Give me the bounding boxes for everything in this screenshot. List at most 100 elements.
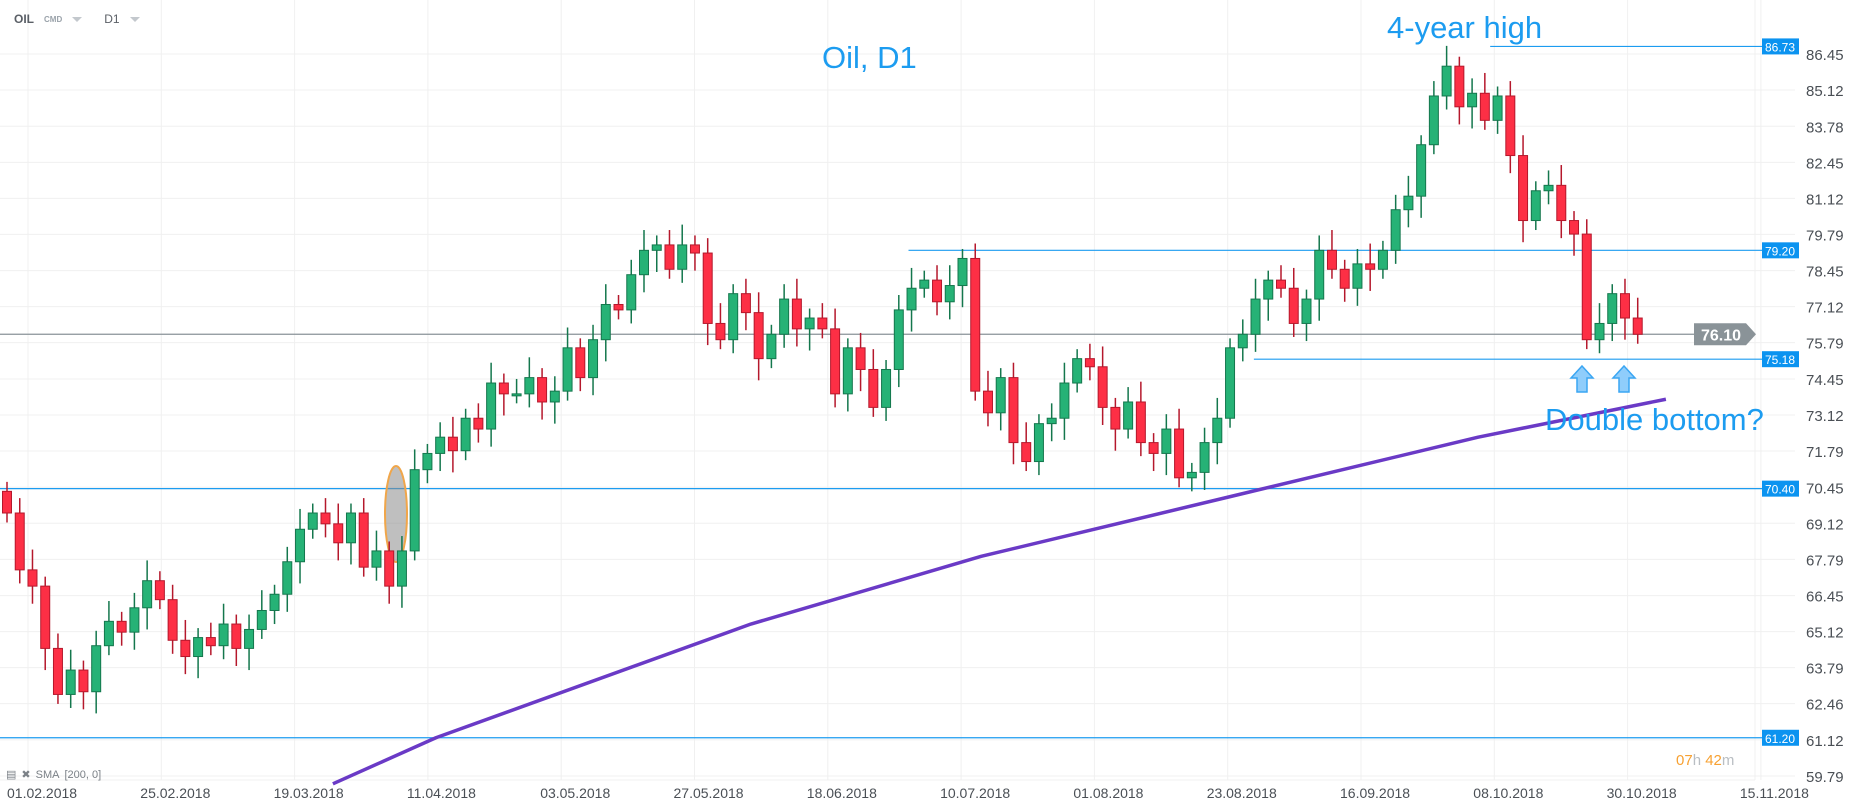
candle-bullish [524,377,535,395]
level-price-tag [1762,729,1799,746]
candle-bullish [626,274,637,311]
candle-bearish [1326,249,1337,270]
candle-bearish [575,347,586,379]
candle-bearish [1569,220,1580,235]
candle-bullish [1186,471,1197,479]
candle-bullish [957,257,968,287]
arrow-up-icon [1611,364,1637,393]
candle-bearish [167,599,178,641]
candle-bearish [1365,263,1376,270]
candle-bullish [1123,401,1134,430]
candle-bullish [906,287,917,311]
candle-timer: 07h 42m [1676,752,1734,769]
x-tick-label: 16.09.2018 [1340,785,1410,801]
candle-bearish [2,490,12,514]
y-tick-label: 82.45 [1806,155,1844,172]
candle-bullish [1607,293,1618,324]
candle-bearish [116,620,127,633]
x-tick-label: 03.05.2018 [540,785,610,801]
candle-bearish [982,390,993,414]
level-price-tag [1762,38,1799,55]
candle-bearish [52,647,63,695]
candle-bearish [14,512,25,571]
candle-bullish [282,561,293,595]
level-price-tag [1762,351,1799,368]
candle-bullish [396,550,407,587]
candle-bearish [473,417,484,430]
candle-bearish [868,368,879,408]
candle-bearish [1021,442,1032,463]
candle-bullish [511,393,522,397]
symbol-dropdown-icon[interactable] [72,16,83,22]
y-tick-label: 73.12 [1806,408,1844,425]
y-tick-label: 69.12 [1806,516,1844,533]
instrument-type: CMD [44,14,63,24]
timeframe-dropdown-icon[interactable] [129,16,140,22]
x-tick-label: 08.10.2018 [1473,785,1543,801]
candle-bearish [1581,233,1592,341]
candle-bearish [855,347,866,370]
timeframe-label[interactable]: D1 [104,12,120,26]
chart-header: OIL CMD D1 [14,12,140,26]
x-tick-label: 30.10.2018 [1607,785,1677,801]
y-tick-label: 77.12 [1806,300,1844,317]
current-price-tag [1694,323,1756,346]
x-tick-label: 18.06.2018 [807,785,877,801]
level-price-label: 75.18 [1765,353,1795,367]
candle-bearish [154,580,165,601]
candle-bearish [1632,317,1643,335]
candle-bearish [205,637,216,647]
candle-bearish [498,382,509,395]
y-tick-label: 83.78 [1806,119,1844,136]
candle-bearish [1097,366,1108,408]
x-tick-label: 15.11.2018 [1740,785,1809,801]
candle-bearish [78,669,89,693]
x-tick-label: 27.05.2018 [674,785,744,801]
candle-bearish [231,623,242,649]
candle-bullish [893,309,904,370]
candle-bullish [944,285,955,303]
candle-bullish [1467,92,1478,108]
candle-bearish [830,328,841,395]
x-tick-label: 10.07.2018 [940,785,1010,801]
candle-bearish [932,279,943,303]
candle-bullish [677,244,688,270]
candle-bearish [1084,358,1095,368]
candle-bearish [1174,428,1185,479]
candle-bearish [1556,184,1567,222]
candle-bullish [142,580,153,609]
indicator-legend: ▤ ✖ SMA [200, 0] [6,768,102,782]
candle-bearish [1110,406,1121,430]
candle-bearish [1619,293,1630,319]
candle-bullish [486,382,497,430]
candle-bullish [307,512,318,530]
candle-bullish [549,390,560,403]
timer-h-unit: h [1692,752,1702,769]
y-tick-label: 81.12 [1806,191,1844,208]
candle-bullish [1403,195,1414,211]
candle-bullish [1428,95,1439,146]
level-price-tag [1762,242,1799,259]
candle-bullish [651,244,662,251]
y-tick-label: 75.79 [1806,336,1844,353]
candle-bearish [358,512,369,568]
candle-bullish [995,377,1006,414]
candle-bearish [537,377,548,403]
candle-bearish [1505,95,1516,157]
level-price-label: 70.40 [1765,483,1795,497]
candle-bearish [1148,442,1159,454]
candle-bullish [218,623,229,647]
candle-bearish [817,317,828,330]
indicator-settings-icon[interactable]: ▤ [6,769,17,781]
indicator-remove-icon[interactable]: ✖ [21,769,31,781]
candle-bearish [1135,401,1146,444]
annotation-4-year-high: 4-year high [1387,10,1543,45]
candle-bullish [193,637,204,658]
y-tick-label: 63.79 [1806,661,1844,678]
candle-bullish [1390,209,1401,251]
candle-bullish [1237,333,1248,349]
candle-bearish [664,244,675,270]
y-tick-label: 71.79 [1806,444,1844,461]
indicator-params: [200, 0] [64,768,102,781]
